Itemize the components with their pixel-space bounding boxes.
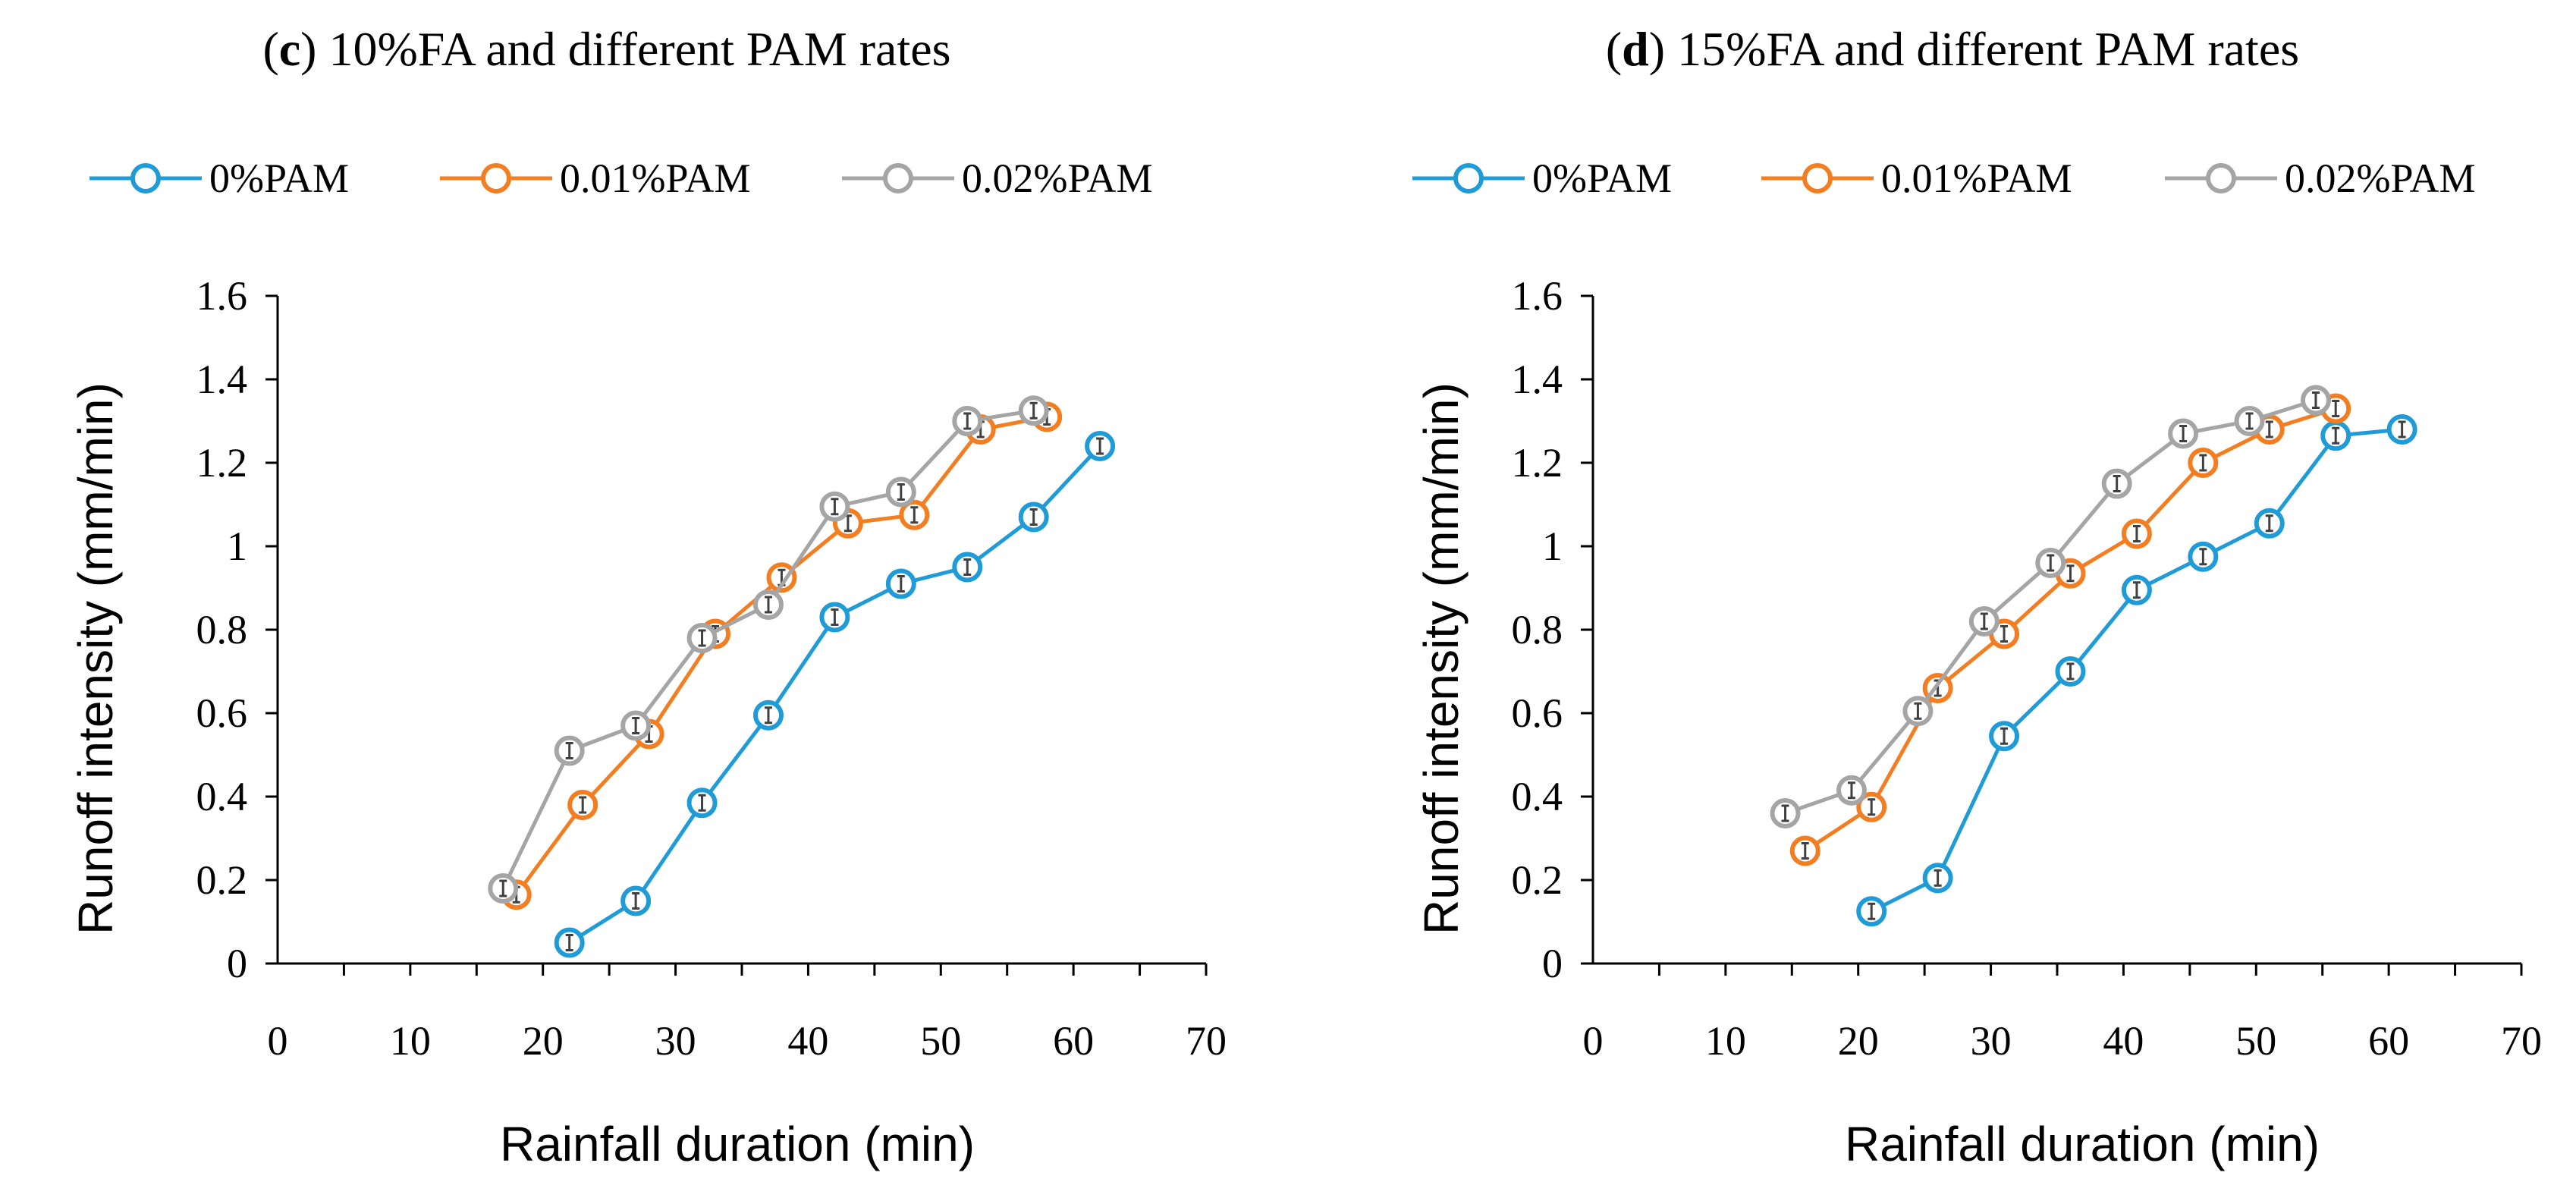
x-tick-label: 40 (787, 1018, 828, 1064)
x-tick-label: 10 (1705, 1018, 1746, 1064)
y-tick-label: 1 (1542, 523, 1563, 569)
legend-marker (1802, 163, 1833, 193)
y-tick-label: 1 (227, 523, 247, 569)
y-tick-label: 0 (227, 941, 247, 986)
chart-title-d: (d) 15%FA and different PAM rates (1606, 22, 2299, 76)
legend-marker (883, 163, 913, 193)
legend-label: 0.02%PAM (962, 156, 1153, 201)
series-0%PAM (1856, 414, 2417, 927)
y-tick-label: 1.2 (1512, 440, 1563, 486)
x-tick-label: 0 (268, 1018, 288, 1064)
chart-title-c: (c) 10%FA and different PAM rates (262, 22, 950, 76)
series-0.02%PAM (488, 395, 1049, 904)
x-tick-label: 60 (2368, 1018, 2409, 1064)
series-line (1871, 427, 2402, 913)
x-tick-label: 0 (1583, 1018, 1604, 1064)
axes-d: 0 0.2 0.4 0.6 0.8 1 1.2 1.4 1.6 0 10 20 30 40 50 60 70 (1512, 273, 2543, 1064)
series-0.01%PAM (501, 401, 1063, 910)
chart-panel-d: (d) 15%FA and different PAM rates 0%PAM 0… (1412, 22, 2542, 1171)
series-0.01%PAM (1789, 393, 2351, 866)
legend-marker (130, 163, 161, 193)
x-tick-label: 60 (1053, 1018, 1094, 1064)
series-line (514, 415, 1048, 896)
y-tick-label: 0.2 (1512, 857, 1563, 903)
y-tick-label: 0.2 (196, 857, 248, 903)
legend-label: 0%PAM (209, 156, 349, 201)
legend-label: 0%PAM (1532, 156, 1672, 201)
x-tick-label: 20 (523, 1018, 564, 1064)
legend-marker (481, 163, 511, 193)
legend-c: 0%PAM 0.01%PAM 0.02%PAM (90, 156, 1153, 201)
x-tick-label: 70 (2501, 1018, 2542, 1064)
y-axis-label-d: Runoff intensity (mm/min) (1414, 382, 1469, 935)
series-0%PAM (554, 431, 1116, 958)
legend-entry: 0%PAM (1412, 156, 1672, 201)
series-line (1804, 407, 2336, 853)
legend-label: 0.01%PAM (560, 156, 751, 201)
x-tick-label: 30 (655, 1018, 696, 1064)
y-tick-label: 1.4 (1512, 357, 1563, 402)
y-tick-label: 0.6 (1512, 690, 1563, 736)
y-tick-label: 0.4 (196, 774, 248, 819)
y-axis-label-c: Runoff intensity (mm/min) (68, 382, 123, 935)
x-tick-label: 20 (1838, 1018, 1879, 1064)
chart-panel-c: (c) 10%FA and different PAM rates 0%PAM 0… (68, 22, 1227, 1171)
legend-entry: 0.01%PAM (440, 156, 751, 201)
legend-label: 0.02%PAM (2285, 156, 2476, 201)
legend-entry: 0.02%PAM (842, 156, 1153, 201)
x-axis-label-d: Rainfall duration (min) (1845, 1117, 2320, 1171)
x-tick-label: 10 (390, 1018, 431, 1064)
legend-d: 0%PAM 0.01%PAM 0.02%PAM (1412, 156, 2476, 201)
x-tick-label: 30 (1971, 1018, 2012, 1064)
legend-entry: 0.02%PAM (2165, 156, 2476, 201)
series-line (1784, 398, 2317, 816)
plot-area-c (488, 395, 1116, 958)
y-tick-label: 0 (1542, 941, 1563, 986)
legend-marker (1453, 163, 1484, 193)
y-tick-label: 0.4 (1512, 774, 1563, 819)
legend-marker (2206, 163, 2236, 193)
legend-entry: 0.01%PAM (1761, 156, 2072, 201)
y-tick-label: 1.4 (196, 357, 248, 402)
y-tick-label: 1.6 (1512, 273, 1563, 319)
legend-label: 0.01%PAM (1881, 156, 2072, 201)
y-tick-label: 1.2 (196, 440, 248, 486)
x-tick-label: 70 (1186, 1018, 1227, 1064)
legend-entry: 0%PAM (90, 156, 349, 201)
x-tick-label: 50 (920, 1018, 961, 1064)
plot-area-d (1770, 385, 2417, 927)
x-tick-label: 40 (2103, 1018, 2144, 1064)
y-tick-label: 0.8 (196, 607, 248, 652)
x-axis-label-c: Rainfall duration (min) (500, 1117, 975, 1171)
x-tick-label: 50 (2235, 1018, 2276, 1064)
y-tick-label: 0.6 (196, 690, 248, 736)
y-tick-label: 0.8 (1512, 607, 1563, 652)
series-0.02%PAM (1770, 385, 2331, 828)
y-tick-label: 1.6 (196, 273, 248, 319)
axes-c: 0 0.2 0.4 0.6 0.8 1 1.2 1.4 1.6 0 10 20 30 40 50 60 70 (196, 273, 1227, 1064)
